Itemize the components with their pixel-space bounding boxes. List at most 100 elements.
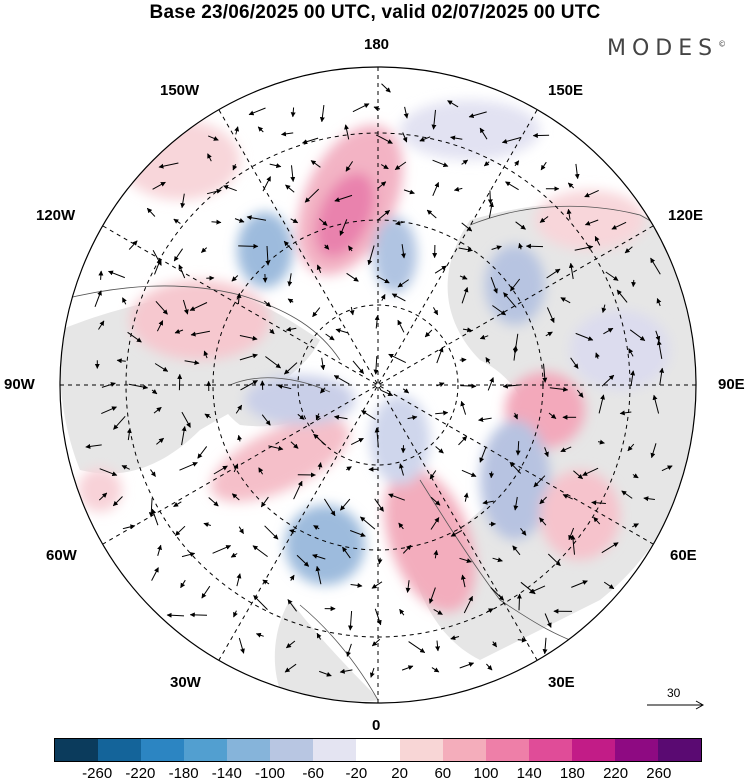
- wind-vector-arrow: [154, 258, 162, 275]
- wind-vector-arrow: [146, 207, 156, 217]
- wind-vector-arrow: [180, 193, 186, 209]
- wind-vector-arrow: [584, 189, 599, 198]
- colorbar-swatch: [614, 739, 658, 761]
- wind-vector-arrow: [460, 400, 467, 415]
- wind-vector-arrow: [403, 189, 415, 195]
- wind-vector-arrow: [262, 579, 270, 585]
- wind-vector-arrow: [112, 496, 123, 507]
- wind-vector-arrow: [261, 414, 271, 426]
- wind-vector-arrow: [447, 100, 459, 108]
- wind-vector-arrow: [560, 297, 571, 304]
- wind-vector-arrow: [597, 439, 605, 445]
- wind-vector-arrow: [152, 181, 166, 190]
- wind-vector-arrow: [430, 517, 440, 530]
- wind-vector-arrow: [128, 240, 138, 250]
- wind-vector-arrow: [487, 190, 493, 205]
- wind-vector-arrow: [345, 161, 354, 172]
- wind-vector-arrow: [463, 492, 469, 502]
- wind-vector-arrow: [517, 637, 527, 643]
- colorbar-tick-label: 20: [391, 765, 408, 782]
- wind-vector-arrow: [189, 612, 208, 618]
- wind-vector-arrow: [290, 107, 296, 118]
- wind-vector-arrow: [545, 331, 553, 337]
- wind-vector-arrow: [512, 345, 518, 361]
- wind-vector-arrow: [546, 307, 555, 324]
- wind-vector-arrow: [503, 292, 517, 308]
- colorbar-swatch: [356, 739, 400, 761]
- wind-vector-arrow: [381, 389, 394, 397]
- wind-vector-arrow: [263, 300, 271, 308]
- wind-vector-arrow: [629, 329, 646, 342]
- wind-vector-arrow: [377, 210, 390, 221]
- wind-vector-arrow: [257, 126, 264, 133]
- wind-vector-arrow: [479, 334, 489, 340]
- wind-vector-arrow: [264, 525, 279, 540]
- wind-vector-arrow: [601, 304, 607, 313]
- wind-vector-arrow: [287, 599, 298, 612]
- colorbar-tick-label: 220: [603, 765, 629, 782]
- wind-vector-arrow: [576, 389, 584, 398]
- wind-vector-arrow: [315, 565, 322, 585]
- wind-vector-arrow: [542, 363, 548, 383]
- lon-label-60e: 60E: [670, 547, 697, 564]
- wind-vector-arrow: [173, 501, 182, 508]
- wind-vector-arrow: [179, 462, 198, 471]
- wind-vector-arrow: [348, 610, 354, 631]
- wind-vector-arrow: [631, 279, 637, 288]
- wind-vector-arrow: [181, 426, 187, 446]
- colorbar-tick-label: 60: [434, 765, 452, 782]
- wind-vector-arrow: [489, 471, 495, 479]
- wind-vector-arrow: [431, 667, 440, 673]
- wind-vector-arrow: [374, 315, 380, 329]
- wind-vector-arrow: [461, 287, 469, 304]
- wind-vector-arrow: [627, 443, 635, 452]
- colorbar-swatch: [442, 739, 486, 761]
- wind-vector-arrow: [208, 135, 219, 141]
- wind-vector-arrow: [656, 298, 662, 307]
- wind-vector-arrow: [173, 248, 184, 262]
- wind-vector-arrow: [582, 467, 599, 476]
- wind-vector-arrow: [208, 497, 219, 507]
- wind-vector-arrow: [233, 463, 239, 473]
- wind-vector-arrow: [352, 103, 370, 113]
- wind-vector-arrow: [154, 363, 169, 372]
- wind-vector-arrow: [375, 134, 393, 144]
- wind-vector-arrow: [238, 526, 244, 535]
- map-disc: [60, 67, 696, 703]
- wind-vector-arrow: [174, 329, 184, 334]
- wind-vector-arrow: [486, 663, 493, 671]
- wind-vector-arrow: [287, 298, 294, 304]
- wind-vector-arrow: [542, 637, 548, 655]
- wind-vector-arrow: [369, 667, 375, 678]
- colorbar-tick-label: -100: [254, 765, 286, 782]
- wind-vector-arrow: [479, 446, 487, 463]
- wind-vector-arrow: [529, 585, 546, 594]
- wind-vector-arrow: [643, 496, 655, 502]
- wind-vector-arrow: [591, 500, 606, 506]
- colorbar-swatch: [313, 739, 357, 761]
- wind-vector-arrow: [156, 437, 164, 445]
- wind-vector-arrow: [85, 443, 102, 449]
- wind-vector-arrow: [315, 413, 321, 421]
- colorbar-tick-label: 260: [646, 765, 672, 782]
- lon-label-120e: 120E: [668, 207, 704, 224]
- wind-vector-arrow: [98, 320, 105, 330]
- wind-vector-arrow: [281, 131, 294, 137]
- wind-vector-arrow: [619, 410, 632, 416]
- wind-vector-arrow: [339, 668, 353, 674]
- wind-vector-arrow: [571, 580, 588, 588]
- wind-vector-arrow: [312, 307, 321, 318]
- wind-vector-arrow: [501, 136, 522, 144]
- wind-vector-arrow: [181, 411, 191, 428]
- wind-vector-arrow: [487, 377, 494, 391]
- wind-vector-arrow: [238, 243, 259, 249]
- wind-vector-arrow: [184, 360, 200, 365]
- wind-vector-arrow: [388, 353, 407, 364]
- wind-vector-arrow: [246, 215, 267, 221]
- wind-vector-arrow: [491, 245, 502, 251]
- lon-label-60w: 60W: [46, 547, 77, 564]
- wind-vector-arrow: [231, 493, 240, 501]
- colorbar: [54, 738, 702, 762]
- wind-vector-arrow: [350, 582, 363, 588]
- wind-vector-arrow: [394, 161, 407, 171]
